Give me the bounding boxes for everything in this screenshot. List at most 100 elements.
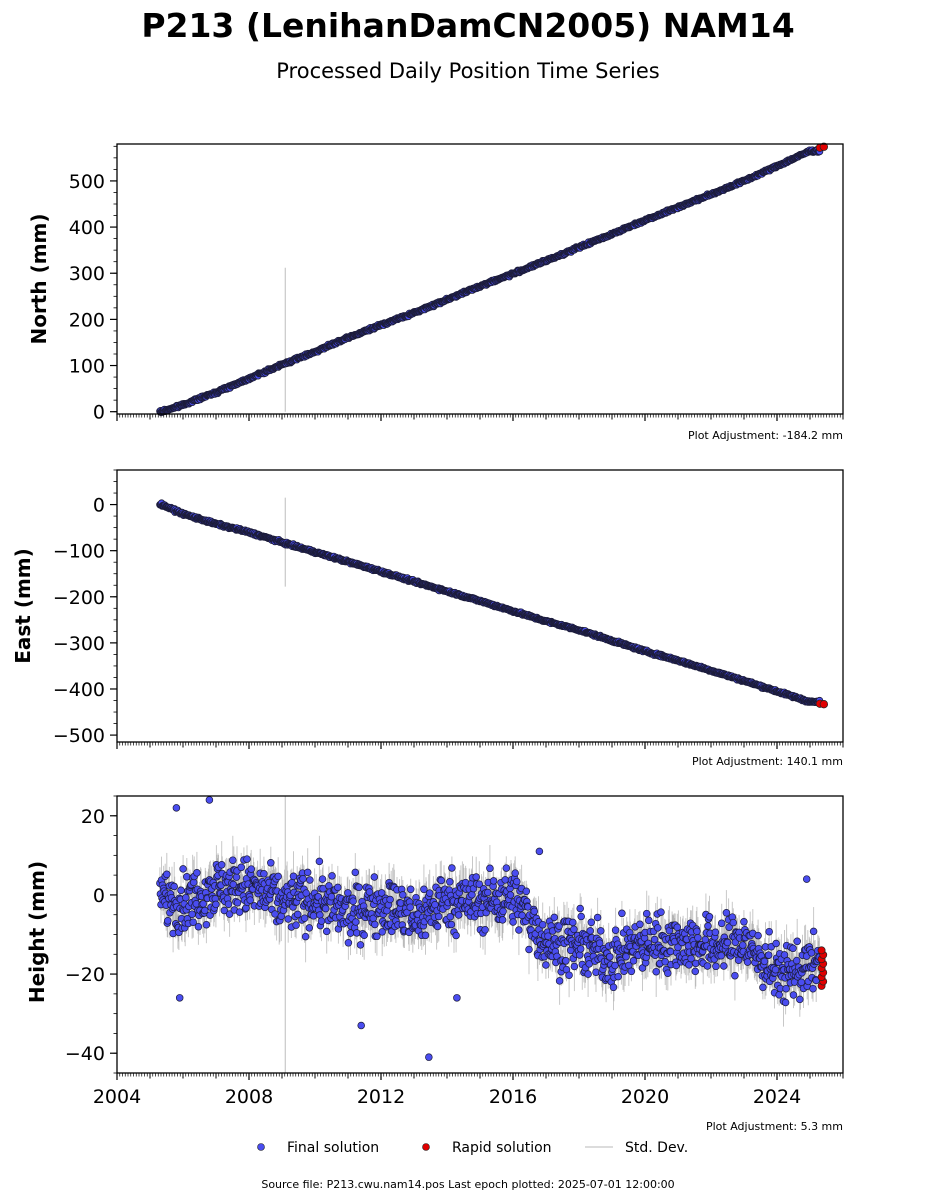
final-solution-point bbox=[182, 893, 190, 902]
final-solution-point bbox=[555, 977, 564, 985]
final-solution-point bbox=[542, 961, 550, 969]
final-solution-point bbox=[292, 921, 300, 929]
east-plot-frame bbox=[116, 469, 844, 743]
y-tick-label: 0 bbox=[93, 495, 105, 517]
y-tick-label: −300 bbox=[53, 633, 105, 655]
east-y-ticks: 0 −100 −200 −300 −400 −500 bbox=[53, 469, 117, 747]
final-solution-point bbox=[356, 941, 365, 949]
final-solution-point bbox=[351, 868, 360, 877]
chart-subtitle: Processed Daily Position Time Series bbox=[276, 59, 660, 83]
height-data-points bbox=[156, 796, 828, 1061]
final-solution-point bbox=[318, 875, 327, 883]
final-solution-point bbox=[481, 926, 489, 934]
final-solution-point bbox=[164, 917, 172, 925]
final-solution-point bbox=[229, 856, 237, 864]
final-solution-point bbox=[284, 915, 292, 923]
y-tick-label: −100 bbox=[53, 541, 105, 563]
y-tick-label: 400 bbox=[69, 217, 105, 239]
final-solution-point bbox=[237, 863, 245, 872]
final-solution-point bbox=[289, 872, 298, 881]
final-solution-point bbox=[300, 914, 309, 922]
east-plot-adjustment: Plot Adjustment: 140.1 mm bbox=[692, 755, 843, 768]
final-solution-point bbox=[316, 911, 324, 919]
final-solution-point bbox=[425, 889, 434, 897]
rapid-solution-point bbox=[819, 700, 829, 709]
final-solution-point bbox=[472, 873, 480, 881]
final-solution-point bbox=[328, 872, 336, 880]
final-solution-point bbox=[179, 865, 187, 873]
final-solution-point bbox=[321, 904, 330, 913]
final-solution-point bbox=[499, 907, 507, 916]
final-solution-point bbox=[232, 873, 241, 881]
final-solution-point bbox=[406, 903, 414, 911]
y-tick-label: 100 bbox=[69, 356, 105, 378]
final-solution-point bbox=[212, 900, 220, 909]
final-solution-point bbox=[317, 917, 326, 925]
final-solution-point bbox=[305, 924, 314, 932]
final-solution-point bbox=[299, 875, 307, 883]
final-solution-point bbox=[448, 864, 456, 872]
y-tick-label: −200 bbox=[53, 587, 105, 609]
y-tick-label: −400 bbox=[53, 679, 105, 701]
final-solution-point bbox=[246, 896, 254, 904]
final-solution-point bbox=[365, 888, 374, 896]
final-solution-point bbox=[421, 931, 430, 940]
height-panel: 200−20−40 2004 2008 2012 2016 2020 2024 Heigh… bbox=[25, 795, 844, 1133]
final-solution-point bbox=[315, 857, 324, 866]
final-solution-point bbox=[306, 876, 314, 884]
final-solution-point bbox=[399, 891, 407, 899]
east-panel: 0 −100 −200 −300 −400 −500 East (mm) Plot Adj… bbox=[11, 469, 844, 768]
y-tick-label: −500 bbox=[53, 725, 105, 747]
final-solution-point bbox=[484, 888, 492, 897]
final-solution-point bbox=[468, 890, 476, 899]
east-y-label: East (mm) bbox=[11, 548, 35, 664]
north-data-points bbox=[156, 142, 829, 416]
final-solution-point bbox=[247, 865, 255, 873]
final-solution-point bbox=[515, 926, 523, 934]
final-solution-point bbox=[513, 877, 521, 886]
y-tick-label: 300 bbox=[69, 263, 105, 285]
final-solution-point bbox=[486, 864, 494, 873]
north-y-ticks: 0 100 200 300 400 500 bbox=[69, 145, 117, 424]
final-solution-point bbox=[344, 939, 353, 947]
final-solution-point bbox=[433, 922, 442, 931]
final-solution-point bbox=[334, 883, 342, 892]
final-solution-point bbox=[538, 920, 547, 929]
final-solution-point bbox=[352, 918, 360, 926]
final-solution-point bbox=[406, 885, 415, 894]
final-solution-point bbox=[511, 869, 519, 877]
final-solution-point bbox=[170, 882, 178, 891]
final-solution-point bbox=[349, 897, 357, 905]
final-solution-point bbox=[322, 927, 331, 936]
north-y-label: North (mm) bbox=[27, 213, 51, 344]
final-solution-point bbox=[447, 920, 456, 929]
chart-title: P213 (LenihanDamCN2005) NAM14 bbox=[141, 6, 794, 45]
final-solution-point bbox=[502, 864, 511, 872]
final-solution-point bbox=[301, 932, 310, 941]
y-tick-label: 200 bbox=[69, 309, 105, 331]
final-solution-point bbox=[550, 913, 559, 922]
final-solution-point bbox=[509, 918, 517, 926]
final-solution-point bbox=[437, 876, 446, 885]
final-solution-point bbox=[360, 931, 368, 939]
final-solution-point bbox=[434, 912, 443, 921]
final-solution-point bbox=[327, 892, 336, 901]
final-solution-point bbox=[355, 883, 363, 892]
final-solution-point bbox=[386, 895, 394, 904]
final-solution-point bbox=[194, 922, 203, 931]
north-panel: 0 100 200 300 400 500 North (mm) Plot Adjustm… bbox=[27, 142, 844, 442]
final-solution-point bbox=[193, 869, 201, 877]
final-solution-point bbox=[224, 900, 233, 908]
north-x-ticks bbox=[116, 414, 844, 421]
final-solution-point bbox=[522, 887, 531, 896]
final-solution-point bbox=[163, 870, 171, 879]
east-x-ticks bbox=[116, 742, 844, 749]
final-solution-point bbox=[344, 889, 352, 897]
final-solution-point bbox=[202, 920, 211, 929]
final-solution-point bbox=[274, 872, 282, 881]
final-solution-point bbox=[506, 891, 515, 899]
final-solution-point bbox=[177, 886, 185, 895]
final-solution-point bbox=[243, 855, 251, 863]
final-solution-point bbox=[446, 878, 454, 886]
